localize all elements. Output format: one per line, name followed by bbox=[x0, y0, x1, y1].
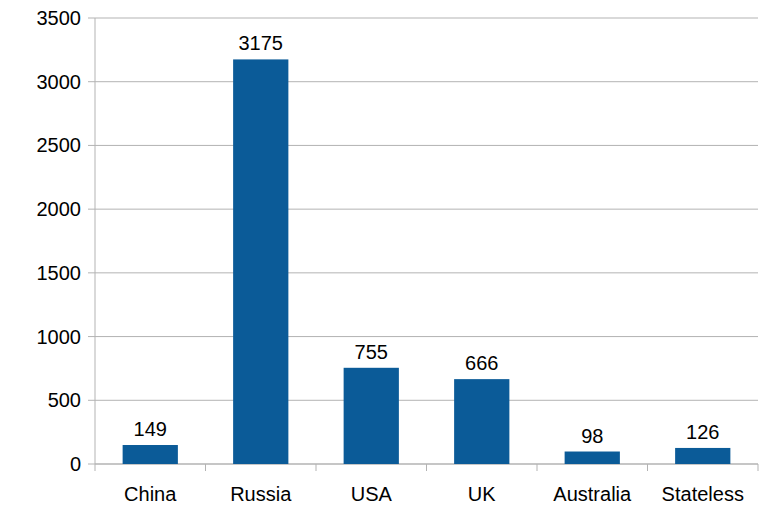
data-label: 755 bbox=[355, 341, 388, 363]
bar bbox=[344, 368, 399, 464]
bar bbox=[565, 452, 620, 464]
grid bbox=[88, 18, 758, 464]
chart-container: 0 500 1000 1500 2000 2500 3000 3500 149 3175 755 66… bbox=[0, 0, 782, 532]
grid-line bbox=[88, 145, 758, 146]
x-tick-label: Australia bbox=[553, 483, 632, 505]
bar bbox=[123, 445, 178, 464]
grid-line bbox=[88, 400, 758, 401]
y-tick-labels: 0 500 1000 1500 2000 2500 3000 3500 bbox=[37, 7, 82, 475]
x-tick-labels: China Russia USA UK Australia Stateless bbox=[124, 483, 744, 505]
grid-line bbox=[88, 336, 758, 337]
bars bbox=[123, 59, 731, 464]
data-label: 149 bbox=[134, 418, 167, 440]
data-labels: 149 3175 755 666 98 126 bbox=[134, 32, 720, 446]
bar bbox=[675, 448, 730, 464]
grid-line bbox=[88, 81, 758, 82]
y-tick-label: 1000 bbox=[37, 326, 82, 348]
grid-line bbox=[88, 209, 758, 210]
data-label: 126 bbox=[686, 421, 719, 443]
bar bbox=[454, 379, 509, 464]
x-tick-mark bbox=[426, 464, 427, 471]
y-tick-label: 500 bbox=[48, 389, 81, 411]
data-label: 666 bbox=[465, 352, 498, 374]
x-tick-mark bbox=[95, 464, 96, 471]
x-tick-label: Russia bbox=[230, 483, 292, 505]
grid-line bbox=[88, 464, 758, 465]
x-tick-mark bbox=[758, 464, 759, 471]
y-tick-label: 3000 bbox=[37, 71, 82, 93]
bar bbox=[233, 59, 288, 464]
grid-line bbox=[88, 272, 758, 273]
y-tick-label: 1500 bbox=[37, 262, 82, 284]
x-tick-label: UK bbox=[468, 483, 496, 505]
page: {"chart_data": {"type": "bar", "categori… bbox=[0, 0, 782, 532]
chart-svg: 0 500 1000 1500 2000 2500 3000 3500 149 3175 755 66… bbox=[0, 0, 782, 532]
data-label: 3175 bbox=[239, 32, 284, 54]
y-tick-label: 2500 bbox=[37, 134, 82, 156]
y-tick-label: 2000 bbox=[37, 198, 82, 220]
x-tick-label: China bbox=[124, 483, 177, 505]
x-tick-label: Stateless bbox=[662, 483, 744, 505]
x-tick-mark bbox=[205, 464, 206, 471]
grid-line bbox=[88, 18, 758, 19]
data-label: 98 bbox=[581, 425, 603, 447]
x-tick-mark bbox=[537, 464, 538, 471]
axes bbox=[95, 18, 758, 471]
y-axis-line bbox=[95, 18, 96, 464]
x-tick-mark bbox=[316, 464, 317, 471]
x-tick-mark bbox=[647, 464, 648, 471]
y-tick-label: 3500 bbox=[37, 7, 82, 29]
y-tick-label: 0 bbox=[70, 453, 81, 475]
x-tick-label: USA bbox=[351, 483, 393, 505]
